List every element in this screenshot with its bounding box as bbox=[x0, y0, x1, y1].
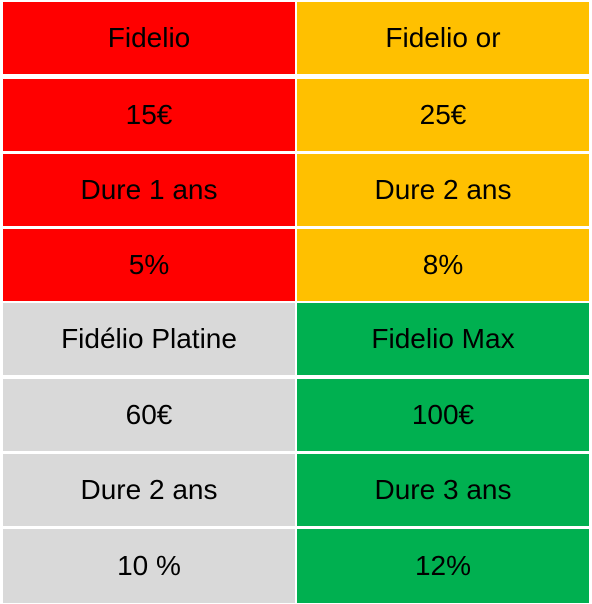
plan-fidelio-platine-rate: 10 % bbox=[3, 529, 295, 603]
plan-fidelio-price: 15€ bbox=[3, 79, 295, 151]
plan-fidelio-platine-price: 60€ bbox=[3, 379, 295, 451]
plan-fidelio-max-duration: Dure 3 ans bbox=[297, 454, 589, 526]
plan-fidelio-or-name: Fidelio or bbox=[297, 2, 589, 74]
plan-fidelio-max-price: 100€ bbox=[297, 379, 589, 451]
plan-fidelio-max-rate: 12% bbox=[297, 529, 589, 603]
plan-fidelio-platine-name: Fidélio Platine bbox=[3, 303, 295, 375]
plan-fidelio-or-rate: 8% bbox=[297, 229, 589, 301]
plan-fidelio-max-name: Fidelio Max bbox=[297, 303, 589, 375]
plan-fidelio-duration: Dure 1 ans bbox=[3, 154, 295, 226]
plan-fidelio-name: Fidelio bbox=[3, 2, 295, 74]
plan-fidelio-rate: 5% bbox=[3, 229, 295, 301]
plan-fidelio-or-price: 25€ bbox=[297, 79, 589, 151]
plan-fidelio-or-duration: Dure 2 ans bbox=[297, 154, 589, 226]
plan-fidelio-platine-duration: Dure 2 ans bbox=[3, 454, 295, 526]
